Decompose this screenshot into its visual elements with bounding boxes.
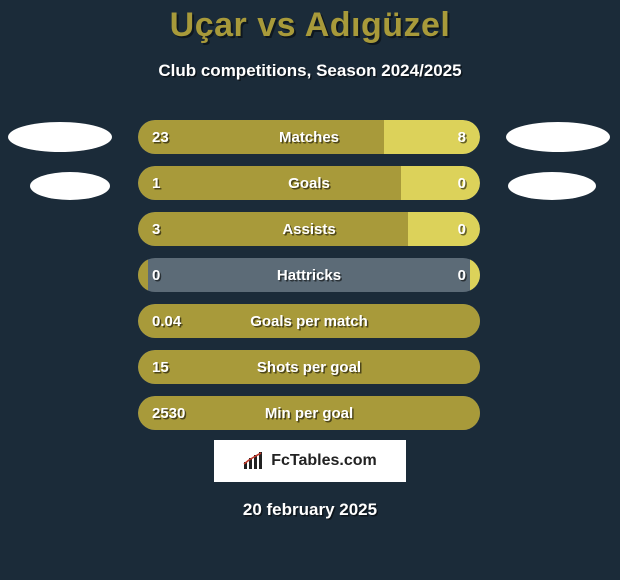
comparison-infographic: Uçar vs Adıgüzel Club competitions, Seas… xyxy=(0,0,620,580)
stat-row: 15Shots per goal xyxy=(138,350,480,384)
stat-row: 00Hattricks xyxy=(138,258,480,292)
stat-label: Matches xyxy=(138,120,480,154)
page-title: Uçar vs Adıgüzel xyxy=(0,0,620,45)
stat-row: 30Assists xyxy=(138,212,480,246)
stat-label: Hattricks xyxy=(138,258,480,292)
stat-row: 2530Min per goal xyxy=(138,396,480,430)
stats-container: 238Matches 10Goals 30Assists 00Hattricks 0.0… xyxy=(138,120,480,442)
stat-label: Shots per goal xyxy=(138,350,480,384)
player-placeholder-oval xyxy=(30,172,110,200)
stat-label: Goals per match xyxy=(138,304,480,338)
watermark: FcTables.com xyxy=(214,440,406,482)
player-placeholder-oval xyxy=(8,122,112,152)
player-placeholder-oval xyxy=(508,172,596,200)
watermark-text: FcTables.com xyxy=(271,452,377,470)
bars-icon xyxy=(243,452,265,470)
stat-row: 10Goals xyxy=(138,166,480,200)
stat-label: Assists xyxy=(138,212,480,246)
stat-row: 238Matches xyxy=(138,120,480,154)
date-text: 20 february 2025 xyxy=(0,500,620,520)
stat-label: Min per goal xyxy=(138,396,480,430)
stat-row: 0.04Goals per match xyxy=(138,304,480,338)
player-placeholder-oval xyxy=(506,122,610,152)
stat-label: Goals xyxy=(138,166,480,200)
subtitle: Club competitions, Season 2024/2025 xyxy=(0,61,620,81)
